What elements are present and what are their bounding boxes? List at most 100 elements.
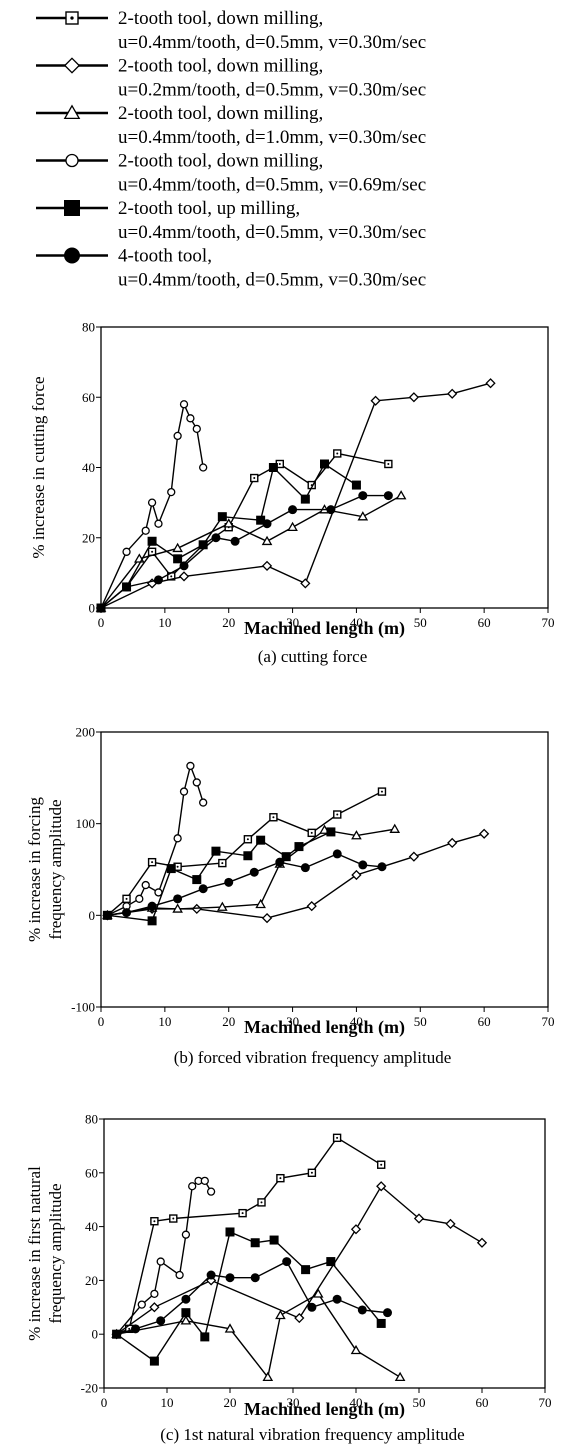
- series-line: [116, 1136, 382, 1335]
- marker-triangle: [351, 830, 362, 840]
- y-tick-label: 200: [76, 725, 96, 740]
- data-point: [262, 1371, 274, 1382]
- marker-dot: [336, 1136, 339, 1139]
- series-line: [116, 1231, 382, 1363]
- y-axis-label: frequency amplitude: [46, 1183, 65, 1323]
- marker-diamond: [376, 1181, 387, 1192]
- marker-circle: [156, 1257, 165, 1266]
- marker-diamond: [261, 560, 273, 571]
- marker-dot: [241, 1212, 244, 1215]
- x-axis-label: Machined length (m): [244, 618, 405, 639]
- data-point: [256, 515, 266, 525]
- marker-diamond: [350, 1224, 362, 1235]
- marker-diamond: [261, 912, 273, 924]
- marker-circle: [206, 1187, 216, 1196]
- marker-circle: [147, 498, 157, 507]
- x-tick-label: 60: [476, 1395, 489, 1410]
- data-point: [211, 846, 221, 856]
- marker-square-filled: [250, 1238, 260, 1248]
- marker-triangle: [357, 511, 369, 521]
- data-point: [230, 536, 240, 546]
- marker-dot: [336, 452, 339, 455]
- marker-circle-filled: [383, 491, 393, 501]
- series-line: [100, 494, 389, 609]
- data-point: [225, 1273, 235, 1283]
- marker-triangle: [261, 535, 273, 546]
- marker-circle-filled: [112, 1329, 122, 1339]
- chart-caption: (a) cutting force: [258, 647, 368, 666]
- data-point: [200, 1176, 209, 1186]
- marker-square-filled: [192, 875, 202, 885]
- marker-square-filled: [147, 916, 157, 926]
- marker-triangle: [275, 1309, 286, 1320]
- data-point: [192, 875, 202, 885]
- data-point: [131, 1324, 140, 1334]
- data-point: [96, 603, 106, 613]
- series-circle-filled: [112, 1257, 392, 1339]
- marker-circle: [65, 153, 79, 168]
- legend-marker: [64, 200, 80, 216]
- data-point: [250, 1238, 260, 1248]
- data-point: [198, 884, 208, 894]
- data-point: [300, 578, 311, 589]
- data-point: [332, 1294, 342, 1304]
- data-point: [307, 1302, 317, 1312]
- data-point: [217, 512, 227, 522]
- x-tick-label: 50: [413, 1395, 426, 1410]
- marker-diamond: [447, 388, 458, 399]
- marker-diamond: [445, 1218, 456, 1230]
- legend-label-line1: 2-tooth tool, down milling,: [118, 56, 323, 77]
- legend-entry: 2-tooth tool, down milling, u=0.4mm/tooth…: [36, 8, 426, 53]
- legend: 2-tooth tool, down milling, u=0.4mm/tooth…: [36, 8, 426, 291]
- marker-diamond: [351, 869, 362, 881]
- plot-frame: [100, 731, 549, 1008]
- data-point: [281, 852, 291, 862]
- legend-entry: 2-tooth tool, down milling, u=0.4mm/tooth…: [36, 151, 426, 196]
- legend-label-line2: u=0.2mm/tooth, d=0.5mm, v=0.30m/sec: [118, 80, 426, 101]
- y-tick-label: 40: [82, 460, 95, 475]
- marker-circle: [199, 798, 208, 807]
- data-point: [376, 1181, 387, 1192]
- marker-diamond: [408, 851, 420, 862]
- data-point: [250, 473, 259, 483]
- marker-triangle: [223, 518, 235, 528]
- y-tick-label: 0: [89, 601, 96, 616]
- data-point: [447, 388, 458, 399]
- data-point: [147, 857, 157, 867]
- series-line: [100, 382, 491, 609]
- data-point: [225, 1227, 235, 1237]
- data-point: [256, 835, 266, 845]
- marker-square-filled: [256, 835, 266, 845]
- data-point: [306, 901, 317, 912]
- x-tick-label: 20: [222, 1014, 235, 1029]
- y-tick-label: -100: [71, 1000, 95, 1015]
- marker-circle: [175, 1270, 184, 1280]
- data-point: [149, 1356, 159, 1366]
- data-point: [351, 869, 362, 881]
- marker-circle: [179, 787, 189, 796]
- marker-circle: [135, 894, 144, 903]
- marker-square-filled: [300, 494, 310, 504]
- data-point: [276, 1173, 285, 1183]
- marker-circle-filled: [206, 1270, 216, 1280]
- legend-marker: [63, 104, 81, 120]
- y-axis-label: % increase in first natural: [25, 1166, 44, 1341]
- marker-dot: [125, 897, 128, 900]
- marker-circle: [173, 834, 182, 843]
- data-point: [370, 395, 381, 406]
- data-point: [257, 1198, 266, 1207]
- marker-dot: [310, 1171, 313, 1174]
- legend-label-line2: u=0.4mm/tooth, d=0.5mm, v=0.69m/sec: [118, 175, 426, 196]
- marker-diamond: [479, 828, 490, 839]
- marker-diamond: [300, 578, 311, 589]
- marker-circle: [186, 761, 195, 771]
- marker-dot: [176, 865, 179, 868]
- marker-triangle: [217, 901, 228, 911]
- x-tick-label: 10: [161, 1395, 174, 1410]
- marker-circle-filled: [102, 910, 112, 920]
- marker-dot: [272, 816, 275, 819]
- series-circle-open: [96, 400, 208, 613]
- data-point: [485, 378, 496, 389]
- marker-diamond: [178, 571, 190, 582]
- data-point: [150, 1289, 159, 1298]
